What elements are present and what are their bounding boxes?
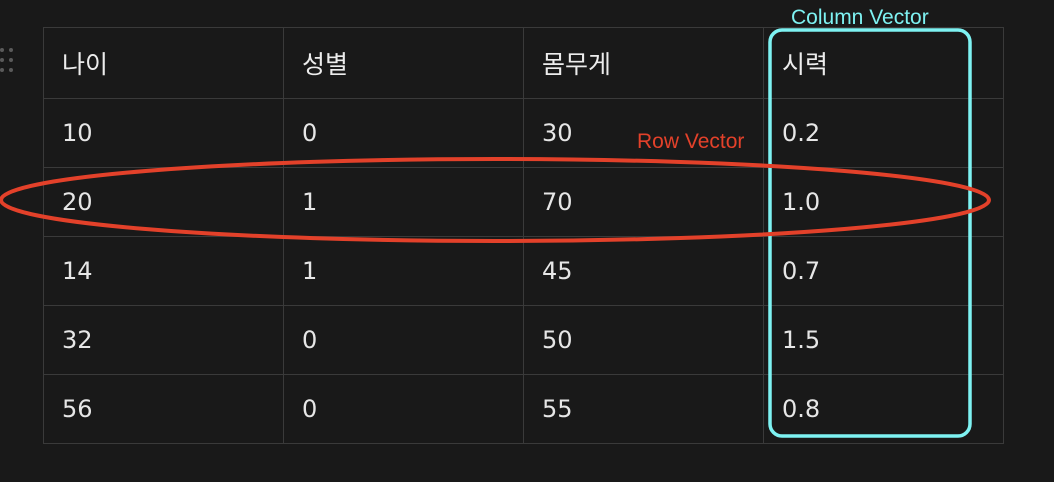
table-cell[interactable]: 0	[283, 374, 524, 444]
header-cell-eyesight[interactable]: 시력	[763, 27, 1004, 99]
table-cell[interactable]: 1	[283, 236, 524, 306]
header-cell-age[interactable]: 나이	[43, 27, 284, 99]
column-vector-label: Column Vector	[791, 6, 929, 29]
header-cell-weight[interactable]: 몸무게	[523, 27, 764, 99]
table-cell[interactable]: 0.8	[763, 374, 1004, 444]
table-row: 10 0 30 0.2	[43, 98, 1004, 168]
table-cell[interactable]: 1	[283, 167, 524, 237]
table-header-row: 나이 성별 몸무게 시력	[43, 27, 1004, 99]
table-row: 32 0 50 1.5	[43, 305, 1004, 375]
table-cell[interactable]: 32	[43, 305, 284, 375]
table-cell[interactable]: 50	[523, 305, 764, 375]
table-cell[interactable]: 1.0	[763, 167, 1004, 237]
row-vector-label: Row Vector	[637, 130, 745, 153]
table-cell[interactable]: 55	[523, 374, 764, 444]
table-cell[interactable]: 1.5	[763, 305, 1004, 375]
table-cell[interactable]: 70	[523, 167, 764, 237]
table-cell[interactable]: 45	[523, 236, 764, 306]
table-row: 56 0 55 0.8	[43, 374, 1004, 444]
data-table: 나이 성별 몸무게 시력 10 0 30 0.2 20 1 70 1.0 14 …	[43, 27, 1004, 444]
table-row: 20 1 70 1.0	[43, 167, 1004, 237]
table-cell[interactable]: 0	[283, 98, 524, 168]
table-cell[interactable]: 0.7	[763, 236, 1004, 306]
table-cell[interactable]: 0	[283, 305, 524, 375]
drag-handle-icon[interactable]	[0, 48, 14, 76]
table-cell[interactable]: 0.2	[763, 98, 1004, 168]
table-cell[interactable]: 20	[43, 167, 284, 237]
table-cell[interactable]: 10	[43, 98, 284, 168]
table-cell[interactable]: 30	[523, 98, 764, 168]
table-row: 14 1 45 0.7	[43, 236, 1004, 306]
table-cell[interactable]: 56	[43, 374, 284, 444]
table-cell[interactable]: 14	[43, 236, 284, 306]
header-cell-gender[interactable]: 성별	[283, 27, 524, 99]
